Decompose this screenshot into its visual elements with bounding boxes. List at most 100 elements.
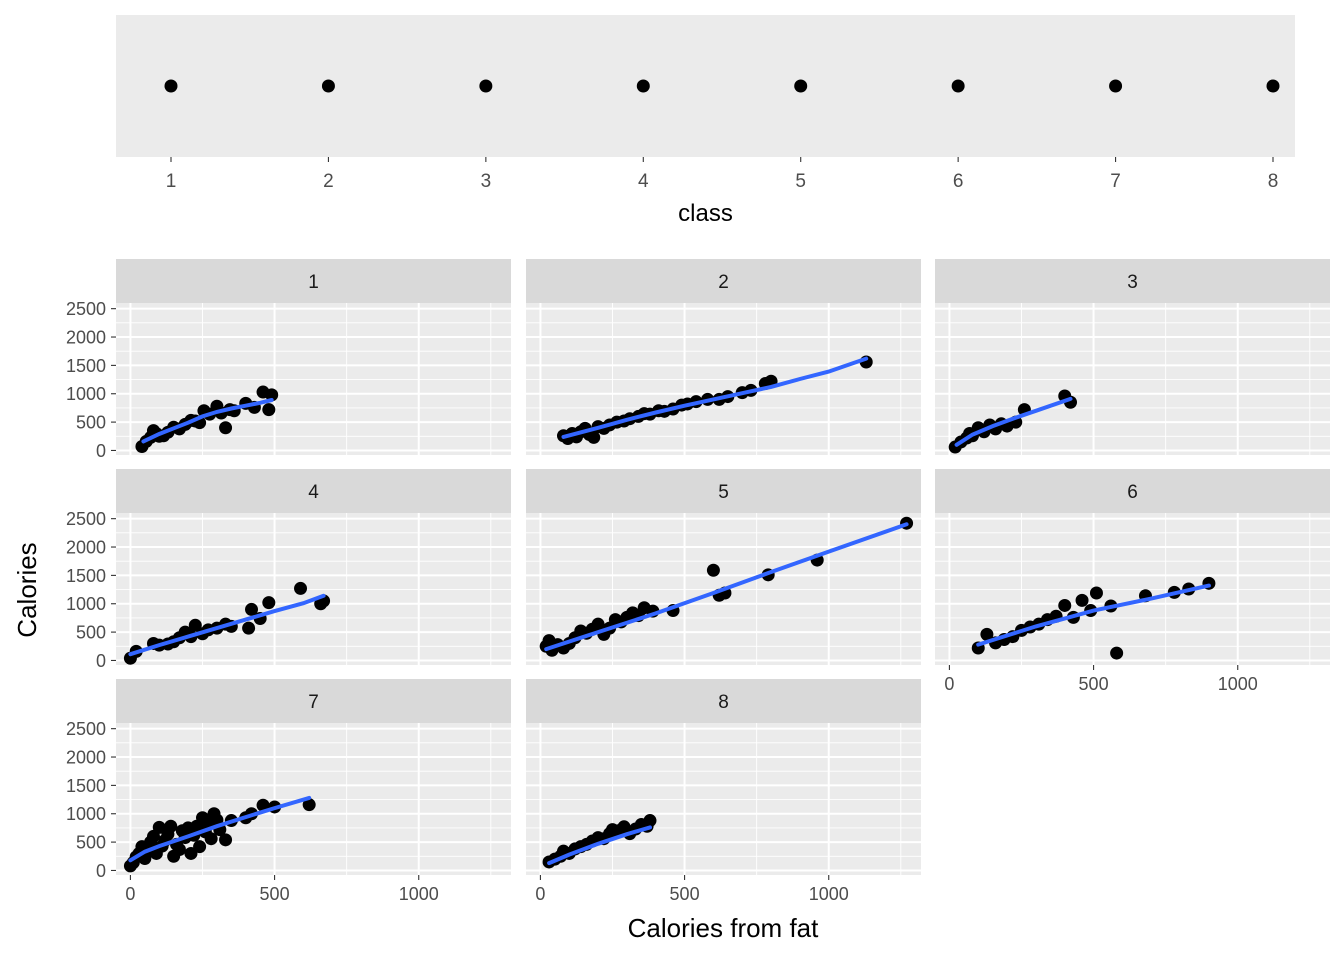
- data-point: [164, 819, 178, 833]
- data-point: [256, 798, 270, 812]
- y-tick-label: 500: [76, 833, 106, 853]
- facet-strip: [116, 679, 511, 723]
- y-tick-label: 1000: [66, 804, 106, 824]
- smooth-line: [141, 398, 274, 444]
- facet-strip: [116, 259, 511, 303]
- y-tick-label: 1500: [66, 776, 106, 796]
- facet-strip: [526, 469, 921, 513]
- class-strip-tick-label: 1: [166, 171, 177, 192]
- x-axis-title: Calories from fat: [628, 913, 819, 943]
- data-point: [587, 430, 601, 444]
- facet-panel-bg: [526, 723, 921, 875]
- facet-panel-1: 1 0 500 1000 1500 2000 2500: [66, 259, 511, 461]
- data-point: [1089, 586, 1103, 600]
- class-strip-point: [951, 79, 965, 93]
- y-tick-label: 500: [76, 413, 106, 433]
- facet-strip-label: 4: [308, 482, 319, 503]
- data-point: [262, 403, 276, 417]
- data-point: [265, 388, 279, 402]
- data-point: [643, 814, 657, 828]
- y-axis-title: Calories: [12, 542, 42, 637]
- facet-panel-6: 6 0 500 1000: [935, 469, 1330, 694]
- smooth-line: [561, 356, 869, 439]
- y-tick-label: 2500: [66, 299, 106, 319]
- facet-strip-label: 3: [1127, 272, 1138, 293]
- class-strip-point: [1109, 79, 1123, 93]
- facet-panel-4: 4 0 500 1000 1500 2000 2500: [66, 469, 511, 671]
- data-point: [591, 617, 605, 631]
- data-point: [980, 627, 994, 641]
- facet-panel-7: 7 0 500 1000 1500 2000 2500 0 500 1000: [66, 679, 511, 904]
- data-point: [1075, 593, 1089, 607]
- data-point: [1058, 598, 1072, 612]
- facet-panel-2: 2: [526, 259, 921, 455]
- data-point: [242, 621, 256, 635]
- class-strip-plot: 1 2 3 4 5 6 7 8 class: [116, 15, 1295, 227]
- class-strip-panel: [116, 15, 1295, 157]
- data-point: [294, 581, 308, 595]
- facet-strip-label: 2: [718, 272, 729, 293]
- class-strip-point: [479, 79, 493, 93]
- facet-panel-3: 3: [935, 259, 1330, 455]
- data-point: [219, 421, 233, 435]
- facet-strip-label: 5: [718, 482, 729, 503]
- data-point: [188, 618, 202, 632]
- class-strip-point: [636, 79, 650, 93]
- y-tick-label: 2000: [66, 748, 106, 768]
- smooth-line: [954, 396, 1073, 447]
- class-strip-point: [321, 79, 335, 93]
- x-tick-label: 1000: [1218, 674, 1258, 694]
- class-strip-tick-label: 3: [481, 171, 492, 192]
- data-point: [172, 842, 186, 856]
- y-tick-label: 0: [96, 651, 106, 671]
- x-tick-label: 0: [944, 674, 954, 694]
- data-point: [706, 563, 720, 577]
- facet-strip-label: 1: [308, 272, 319, 293]
- facet-strip: [526, 259, 921, 303]
- class-strip-tick-label: 8: [1268, 171, 1279, 192]
- y-tick-label: 1500: [66, 356, 106, 376]
- x-tick-label: 500: [1079, 674, 1109, 694]
- facet-strip-label: 6: [1127, 482, 1138, 503]
- smooth-line: [547, 825, 652, 866]
- class-strip-tick-label: 4: [638, 171, 649, 192]
- y-tick-label: 2000: [66, 538, 106, 558]
- y-tick-label: 2500: [66, 719, 106, 739]
- x-tick-label: 0: [535, 884, 545, 904]
- facet-strip: [116, 469, 511, 513]
- smooth-line: [976, 583, 1211, 647]
- facet-panel-8: 8 0 500 1000: [526, 679, 921, 904]
- x-tick-label: 0: [125, 884, 135, 904]
- class-strip-tick-label: 6: [953, 171, 964, 192]
- facet-strip-label: 7: [308, 692, 319, 713]
- y-tick-label: 1500: [66, 566, 106, 586]
- class-strip-point: [164, 79, 178, 93]
- facet-strip-label: 8: [718, 692, 729, 713]
- data-point: [204, 832, 218, 846]
- smooth-line: [128, 795, 312, 863]
- class-strip-point: [1266, 79, 1280, 93]
- facet-strip: [935, 259, 1330, 303]
- class-strip-tick-label: 7: [1110, 171, 1121, 192]
- data-point: [245, 602, 259, 616]
- data-point: [262, 596, 276, 610]
- data-point: [219, 833, 233, 847]
- data-point: [1110, 646, 1124, 660]
- data-point: [302, 798, 316, 812]
- y-tick-label: 1000: [66, 384, 106, 404]
- x-tick-label: 1000: [399, 884, 439, 904]
- smooth-line: [128, 593, 326, 657]
- facet-panel-5: 5: [526, 469, 921, 665]
- y-tick-label: 500: [76, 623, 106, 643]
- y-tick-label: 0: [96, 441, 106, 461]
- y-tick-label: 1000: [66, 594, 106, 614]
- x-tick-label: 500: [260, 884, 290, 904]
- y-tick-label: 0: [96, 861, 106, 881]
- x-tick-label: 500: [670, 884, 700, 904]
- facet-strip: [935, 469, 1330, 513]
- class-strip-tick-label: 2: [323, 171, 334, 192]
- class-strip-point: [794, 79, 808, 93]
- x-tick-label: 1000: [809, 884, 849, 904]
